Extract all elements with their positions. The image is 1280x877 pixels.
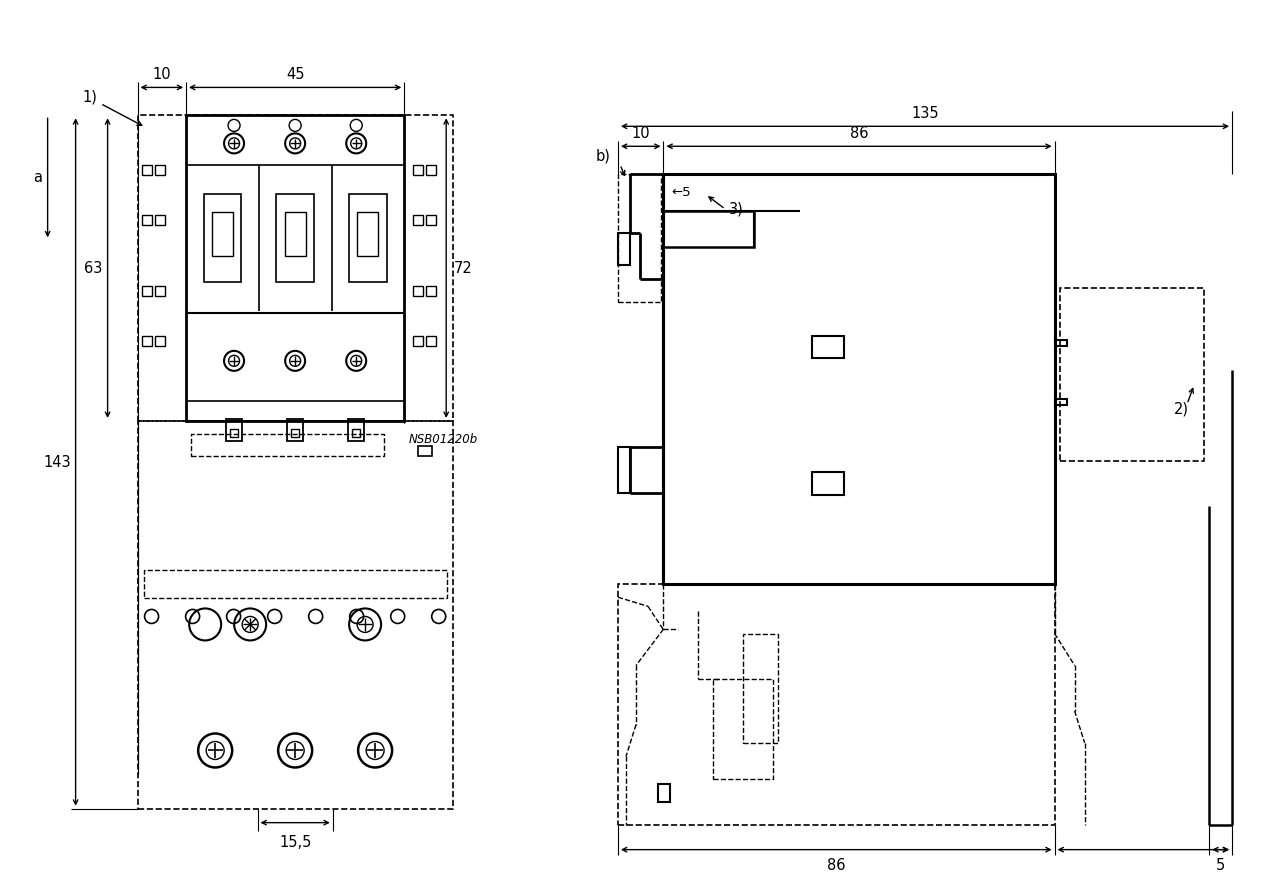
Bar xyxy=(352,429,360,437)
Bar xyxy=(658,784,671,802)
Bar xyxy=(143,570,447,598)
Bar xyxy=(204,195,242,282)
Bar xyxy=(287,419,303,441)
Text: a: a xyxy=(32,170,42,185)
Bar xyxy=(227,419,242,441)
Bar xyxy=(348,419,365,441)
Bar xyxy=(412,336,422,346)
Bar xyxy=(186,116,404,421)
Bar xyxy=(1055,339,1066,346)
Bar xyxy=(426,166,435,175)
Text: 135: 135 xyxy=(911,106,938,121)
Bar xyxy=(426,286,435,296)
Bar xyxy=(417,446,431,456)
Bar xyxy=(291,429,300,437)
Bar xyxy=(137,116,453,421)
Text: 45: 45 xyxy=(285,68,305,82)
Bar xyxy=(142,216,151,225)
Text: 10: 10 xyxy=(631,126,650,141)
Bar xyxy=(663,210,754,247)
Bar xyxy=(1055,399,1066,404)
Text: 143: 143 xyxy=(44,454,70,469)
Bar xyxy=(426,216,435,225)
Bar xyxy=(137,421,453,809)
Bar xyxy=(663,175,1055,583)
Bar xyxy=(618,583,1055,824)
Bar xyxy=(230,429,238,437)
Bar xyxy=(212,212,233,255)
Text: 3): 3) xyxy=(728,202,744,217)
Text: 86: 86 xyxy=(850,126,868,141)
Text: 63: 63 xyxy=(84,260,102,275)
Text: 5: 5 xyxy=(1216,858,1225,873)
Bar xyxy=(142,166,151,175)
Bar xyxy=(357,212,379,255)
Bar xyxy=(618,175,662,302)
Bar xyxy=(142,286,151,296)
Bar xyxy=(412,216,422,225)
Bar xyxy=(618,447,630,493)
Bar xyxy=(1060,288,1204,460)
Bar xyxy=(155,216,165,225)
Bar xyxy=(155,166,165,175)
Bar xyxy=(142,336,151,346)
Bar xyxy=(744,634,778,743)
Text: 10: 10 xyxy=(152,68,172,82)
Bar xyxy=(412,166,422,175)
Text: 72: 72 xyxy=(454,260,472,275)
Text: NSB01220b: NSB01220b xyxy=(408,433,477,446)
Text: b): b) xyxy=(595,149,611,164)
Bar xyxy=(191,434,384,456)
Bar xyxy=(155,336,165,346)
Text: 15,5: 15,5 xyxy=(279,835,311,850)
Bar xyxy=(284,212,306,255)
Bar xyxy=(812,472,844,495)
Bar xyxy=(155,286,165,296)
Bar xyxy=(426,336,435,346)
Bar xyxy=(713,679,773,779)
Bar xyxy=(618,233,630,265)
Text: 2): 2) xyxy=(1174,402,1189,417)
Text: 1): 1) xyxy=(82,90,97,105)
Bar xyxy=(412,286,422,296)
Text: 86: 86 xyxy=(827,858,846,873)
Bar xyxy=(812,336,844,359)
Bar xyxy=(276,195,314,282)
Text: ←5: ←5 xyxy=(672,186,691,199)
Bar xyxy=(349,195,387,282)
